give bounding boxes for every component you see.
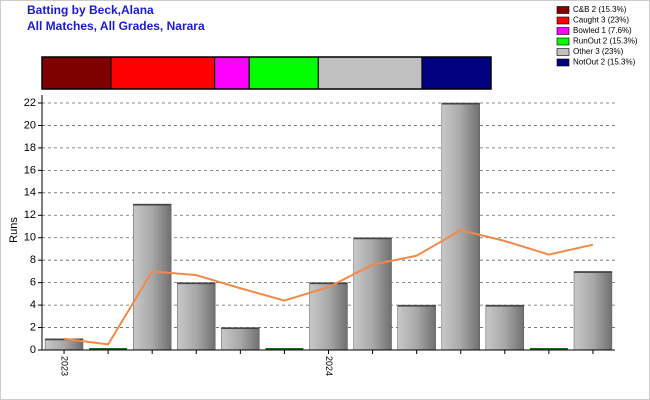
segment [248,56,319,90]
y-tick-label: 22 [24,97,36,109]
segment [41,56,112,90]
segment [317,56,423,90]
bar [353,237,392,351]
bar-top [485,305,524,307]
bar [177,282,216,351]
bar-top [309,282,348,285]
legend-label: Bowled 1 (7.6%) [573,26,632,35]
chart-subtitle: All Matches, All Grades, Narara [27,19,205,33]
bar-top [574,271,612,273]
bar-top [441,103,480,105]
bar [397,304,436,351]
bar [529,348,568,350]
segment [214,56,250,90]
legend-label: Caught 3 (23%) [573,16,629,25]
bar-outline [41,56,492,90]
legend-label: RunOut 2 (15.3%) [573,37,638,46]
y-tick-label: 6 [30,277,36,289]
bar [309,282,348,351]
legend-swatch [556,6,570,14]
legend-label: Other 3 (23%) [573,47,624,56]
y-tick-label: 20 [24,119,36,131]
segment [110,56,216,90]
bar-top [353,237,392,240]
segment [421,56,492,90]
chart-title: Batting by Beck,Alana [27,3,154,17]
bar [573,271,613,351]
bar-top [221,327,260,330]
y-tick-label: 0 [30,344,36,356]
bar [89,348,128,350]
bar [132,203,172,351]
legend-swatch [556,58,570,67]
bar [441,102,480,351]
legend-swatch [556,37,570,46]
bar [485,304,525,351]
bar-top [133,204,172,206]
y-tick-label: 12 [24,209,36,221]
line [63,229,594,346]
bar [221,327,260,351]
legend-swatch [556,16,570,25]
y-tick-label: 10 [24,232,36,244]
legend-swatch [556,27,570,35]
y-tick-label: 4 [30,299,36,311]
y-tick-label: 8 [30,254,36,266]
y-tick-label: 16 [24,164,36,176]
bar-top [397,305,436,307]
bar-top [177,282,216,285]
y-tick-label: 14 [24,187,36,199]
x-tick-label: 2024 [324,356,334,376]
y-axis-label: Runs [8,217,20,243]
y-tick-label: 2 [30,321,36,333]
y-tick-label: 18 [24,142,36,154]
legend-swatch [556,48,570,56]
x-tick-label: 2023 [60,356,70,376]
legend-label: C&B 2 (15.3%) [573,5,627,14]
legend-label: NotOut 2 (15.3%) [573,58,636,67]
bar [265,348,304,350]
